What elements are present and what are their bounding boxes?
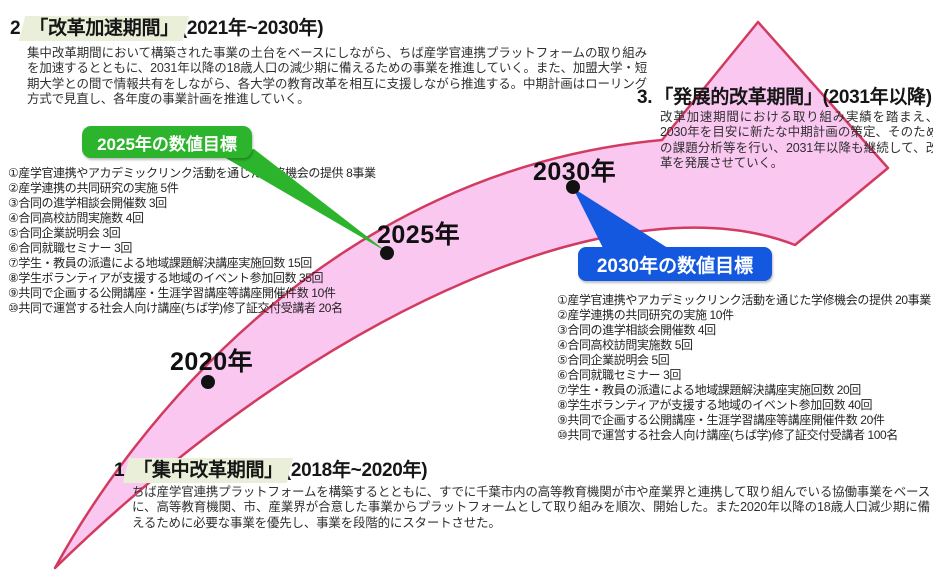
goal-2030-label: 2030年の数値目標	[596, 255, 754, 277]
goal-2025-item: ⑤合同企業説明会 3回	[8, 226, 121, 240]
goal-2030-item: ⑩共同で運営する社会人向け講座(ちば学)修了証交付受講者 100名	[557, 428, 898, 442]
goal-2030-item: ⑤合同企業説明会 5回	[557, 353, 670, 367]
goal-2030-item: ②産学連携の共同研究の実施 10件	[557, 308, 734, 322]
goal-2030-item: ③合同の進学相談会開催数 4回	[557, 323, 716, 337]
goal-2025-item: ⑦学生・教員の派遣による地域課題解決講座実施回数 15回	[8, 256, 312, 270]
section-3-heading: 3. 「発展的改革期間」(2031年以降)	[637, 82, 932, 109]
goal-2025-label: 2025年の数値目標	[97, 134, 237, 154]
goal-2030-item: ⑥合同就職セミナー 3回	[557, 368, 681, 382]
section-3-range: (2031年以降)	[822, 87, 933, 108]
goal-list-2030: ①産学官連携やアカデミックリンク活動を通じた学修機会の提供 20事業 ②産学連携…	[557, 293, 931, 443]
section-1-range: (2018年~2020年)	[284, 460, 428, 481]
goal-2025-item: ③合同の進学相談会開催数 3回	[8, 196, 167, 210]
goal-2025-item: ⑨共同で企画する公開講座・生涯学習講座等講座開催件数 10件	[8, 286, 336, 300]
section-3-number: 3.	[637, 87, 653, 108]
section-2-body: 集中改革期間において構築された事業の土台をベースにしながら、ちば産学官連携プラッ…	[27, 46, 647, 106]
goal-2025-item: ④合同高校訪問実施数 4回	[8, 211, 144, 225]
milestone-label-2025: 2025年	[377, 221, 461, 249]
goal-2030-item: ①産学官連携やアカデミックリンク活動を通じた学修機会の提供 20事業	[557, 293, 931, 307]
section-2-name: 「改革加速期間」	[29, 18, 179, 39]
goal-2030-item: ⑦学生・教員の派遣による地域課題解決講座実施回数 20回	[557, 383, 861, 397]
section-3-name: 「発展的改革期間」	[654, 87, 823, 108]
section-2-range: (2021年~2030年)	[180, 18, 324, 39]
goal-2030-item: ④合同高校訪問実施数 5回	[557, 338, 693, 352]
goal-2025-item: ②産学連携の共同研究の実施 5件	[8, 181, 179, 195]
milestone-label-2030: 2030年	[533, 158, 617, 186]
goal-2025-item: ⑧学生ボランティアが支援する地域のイベント参加回数 35回	[8, 271, 324, 285]
section-1-heading: 1. 「集中改革期間」 (2018年~2020年)	[114, 455, 428, 482]
goal-list-2025: ①産学官連携やアカデミックリンク活動を通じた学修機会の提供 8事業 ②産学連携の…	[8, 166, 376, 316]
goal-2030-item: ⑨共同で企画する公開講座・生涯学習講座等講座開催件数 20件	[557, 413, 885, 427]
section-2-heading: 2. 「改革加速期間」 (2021年~2030年)	[10, 13, 324, 40]
section-1-body: ちば産学官連携プラットフォームを構築するとともに、すでに千葉市内の高等教育機関が…	[132, 485, 930, 530]
goal-2025-item: ①産学官連携やアカデミックリンク活動を通じた学修機会の提供 8事業	[8, 166, 376, 180]
section-3-body: 改革加速期間における取り組み実績を踏まえ、2030年を目安に新たな中期計画の策定…	[660, 110, 933, 170]
goal-2025-item: ⑥合同就職セミナー 3回	[8, 241, 132, 255]
section-1-name: 「集中改革期間」	[133, 460, 283, 481]
goal-2025-callout: 2025年の数値目標	[82, 126, 252, 158]
goal-2025-item: ⑩共同で運営する社会人向け講座(ちば学)修了証交付受講者 20名	[8, 301, 343, 315]
goal-2030-callout: 2030年の数値目標	[578, 247, 772, 281]
milestone-label-2020: 2020年	[170, 348, 254, 376]
growth-arrow	[53, 20, 890, 570]
goal-2030-item: ⑧学生ボランティアが支援する地域のイベント参加回数 40回	[557, 398, 873, 412]
